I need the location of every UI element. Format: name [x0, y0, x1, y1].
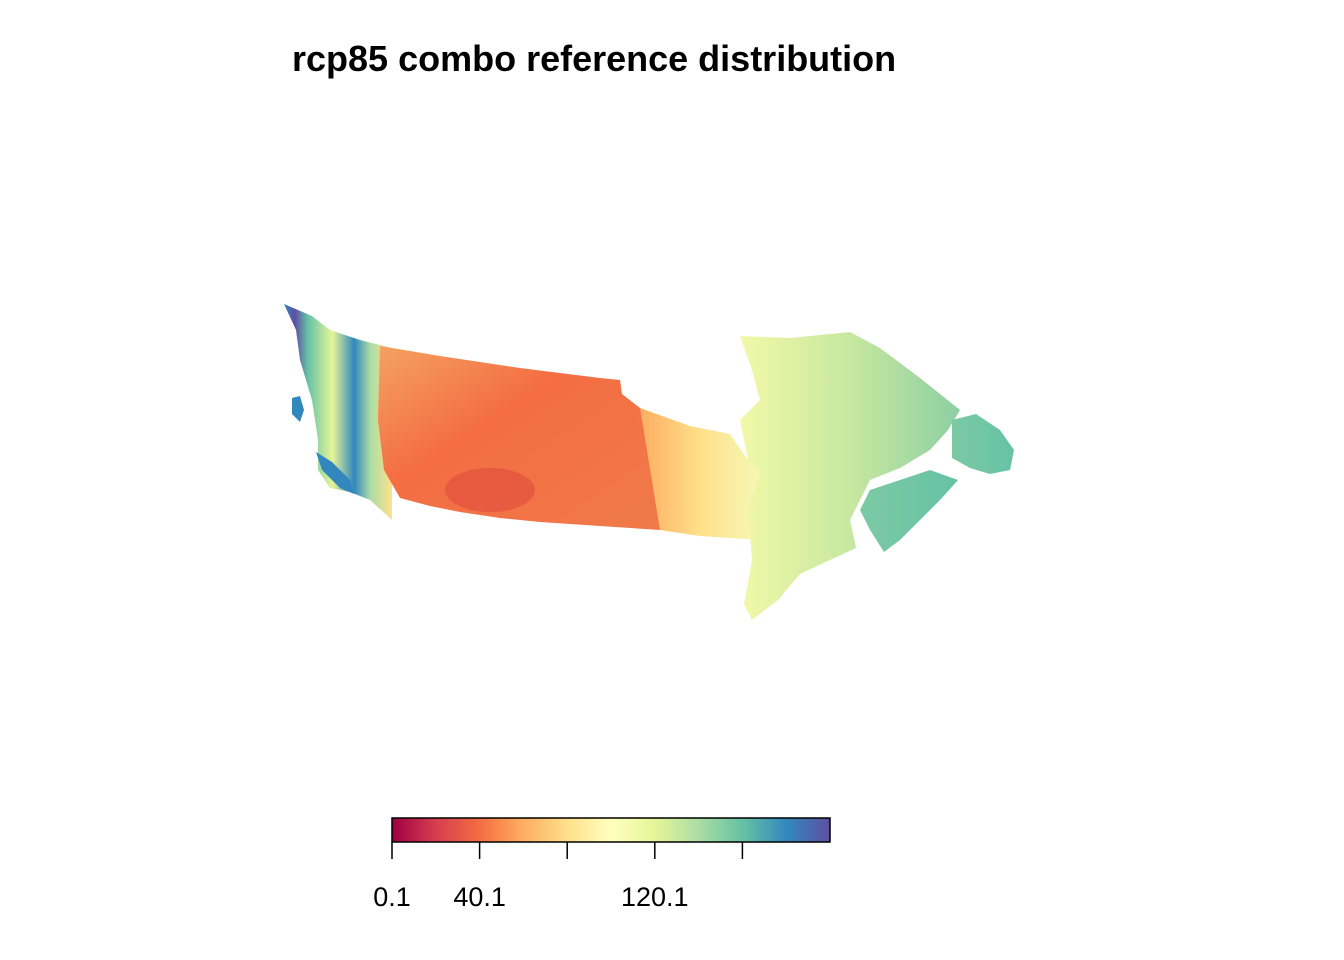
legend-tick-label: 40.1 [453, 882, 506, 912]
legend-tick-label: 0.1 [373, 882, 411, 912]
map-region-newfoundland [952, 414, 1014, 474]
map-region-east [740, 332, 960, 620]
map-hotspot [445, 468, 535, 512]
legend-colorbar [391, 817, 831, 843]
legend-tick-label: 120.1 [621, 882, 689, 912]
map-island-1 [292, 396, 304, 422]
map-region-central [640, 408, 760, 540]
map-region-maritime [860, 470, 958, 552]
map-region-west [284, 304, 392, 520]
map-title: rcp85 combo reference distribution [292, 38, 897, 79]
map-island-2 [316, 452, 354, 494]
